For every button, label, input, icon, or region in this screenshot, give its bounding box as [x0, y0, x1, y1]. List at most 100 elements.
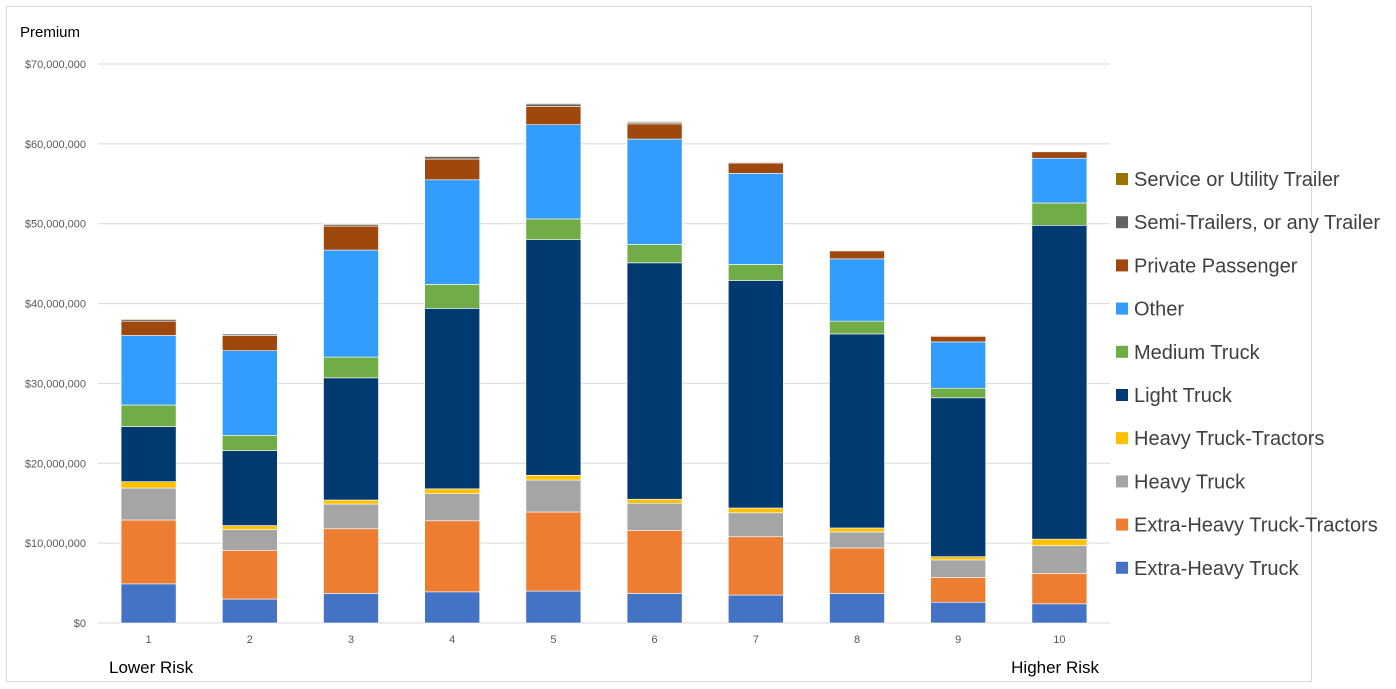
legend-swatch	[1116, 561, 1128, 574]
bar-segment	[626, 498, 683, 504]
legend-item: Service or Utility Trailer	[1116, 169, 1340, 191]
bar-stack	[626, 121, 683, 624]
x-tick-label: 5	[550, 634, 556, 646]
x-tick-label: 6	[652, 634, 658, 646]
bar-stack	[1031, 151, 1088, 624]
bar-segment	[323, 377, 379, 501]
bar-segment	[323, 528, 379, 594]
bar-segment	[120, 426, 177, 482]
higher-risk-label: Higher Risk	[1011, 658, 1099, 677]
bar-segment	[424, 155, 481, 157]
legend-label: Heavy Truck-Tractors	[1134, 428, 1324, 450]
y-tick-label: $0	[74, 618, 86, 630]
bar-segment	[424, 156, 481, 160]
bar-segment	[120, 404, 177, 427]
x-axis-tick-labels: 1 2 3 4 5 6 7 8 9 10	[146, 634, 1066, 646]
bar-segment	[323, 356, 379, 379]
legend-item: Light Truck	[1116, 385, 1233, 407]
legend-swatch	[1116, 389, 1128, 401]
bar-segment	[829, 320, 885, 335]
y-tick-label: $70,000,000	[25, 59, 86, 71]
bar-segment	[525, 239, 582, 476]
bar-segment	[120, 320, 177, 336]
bar-segment	[120, 335, 177, 406]
bar-segment	[727, 280, 784, 509]
bar-segment	[626, 262, 683, 500]
bar-segment	[323, 503, 379, 530]
bar-stack	[424, 155, 481, 624]
legend-swatch	[1116, 302, 1128, 315]
bar-stack	[222, 333, 278, 624]
legend-label: Other	[1134, 299, 1184, 321]
bar-segment	[424, 488, 481, 494]
legend-item: Extra-Heavy Truck-Tractors	[1116, 515, 1378, 537]
legend-label: Private Passenger	[1134, 255, 1298, 277]
y-tick-label: $20,000,000	[25, 458, 86, 470]
bar-segment	[626, 123, 683, 140]
x-tick-label: 4	[449, 634, 455, 646]
bar-segment	[727, 162, 784, 174]
bar-segment	[930, 556, 987, 561]
x-tick-label: 2	[247, 634, 253, 646]
bar-stack	[525, 102, 582, 624]
bar-segment	[1031, 202, 1088, 226]
legend-label: Service or Utility Trailer	[1134, 169, 1340, 191]
bar-segment	[222, 550, 278, 600]
bar-segment	[1031, 603, 1088, 624]
legend-label: Light Truck	[1134, 385, 1233, 407]
legend-label: Semi-Trailers, or any Trailer	[1134, 212, 1380, 234]
bar-segment	[930, 397, 987, 558]
bar-stack	[120, 318, 177, 624]
bar-segment	[120, 318, 177, 320]
legend-swatch	[1116, 259, 1128, 272]
bar-segment	[626, 502, 683, 531]
y-tick-label: $60,000,000	[25, 139, 86, 151]
bar-stack	[727, 161, 784, 624]
bar-segment	[626, 530, 683, 594]
bar-segment	[424, 591, 481, 624]
bar-segment	[727, 264, 784, 281]
bar-segment	[727, 507, 784, 514]
bar-segment	[829, 593, 885, 624]
legend: Service or Utility Trailer Semi-Trailers,…	[1116, 169, 1380, 580]
bar-segment	[626, 244, 683, 264]
bar-segment	[1031, 573, 1088, 605]
x-tick-label: 3	[348, 634, 354, 646]
lower-risk-label: Lower Risk	[109, 658, 194, 677]
bar-segment	[829, 527, 885, 533]
bar-segment	[930, 387, 987, 399]
legend-swatch	[1116, 518, 1128, 531]
legend-swatch	[1116, 475, 1128, 488]
y-tick-label: $10,000,000	[25, 538, 86, 550]
x-tick-label: 10	[1053, 634, 1065, 646]
bar-stack	[323, 223, 379, 624]
bar-segment	[222, 529, 278, 551]
y-axis-tick-labels: $0 $10,000,000 $20,000,000 $30,000,000 $40,0…	[25, 59, 86, 630]
legend-swatch	[1116, 216, 1128, 229]
bar-segment	[930, 341, 987, 389]
bar-segment	[525, 590, 582, 624]
y-tick-label: $50,000,000	[25, 219, 86, 231]
bar-segment	[424, 520, 481, 593]
bar-segment	[323, 499, 379, 505]
bar-segment	[222, 450, 278, 526]
bar-stack	[930, 334, 987, 624]
x-tick-label: 8	[854, 634, 860, 646]
bar-segment	[424, 308, 481, 490]
x-tick-label: 7	[753, 634, 759, 646]
bar-segment	[222, 335, 278, 351]
bar-segment	[727, 536, 784, 596]
legend-label: Heavy Truck	[1134, 471, 1246, 493]
bar-segment	[829, 547, 885, 594]
bar-segment	[829, 333, 885, 529]
bar-segment	[829, 250, 885, 260]
bar-segment	[727, 594, 784, 624]
legend-swatch	[1116, 432, 1128, 445]
bar-segment	[930, 336, 987, 343]
bar-segment	[120, 519, 177, 585]
y-axis-title: Premium	[20, 24, 80, 41]
bar-segment	[525, 102, 582, 105]
bar-segment	[727, 512, 784, 538]
legend-item: Semi-Trailers, or any Trailer	[1116, 212, 1380, 234]
